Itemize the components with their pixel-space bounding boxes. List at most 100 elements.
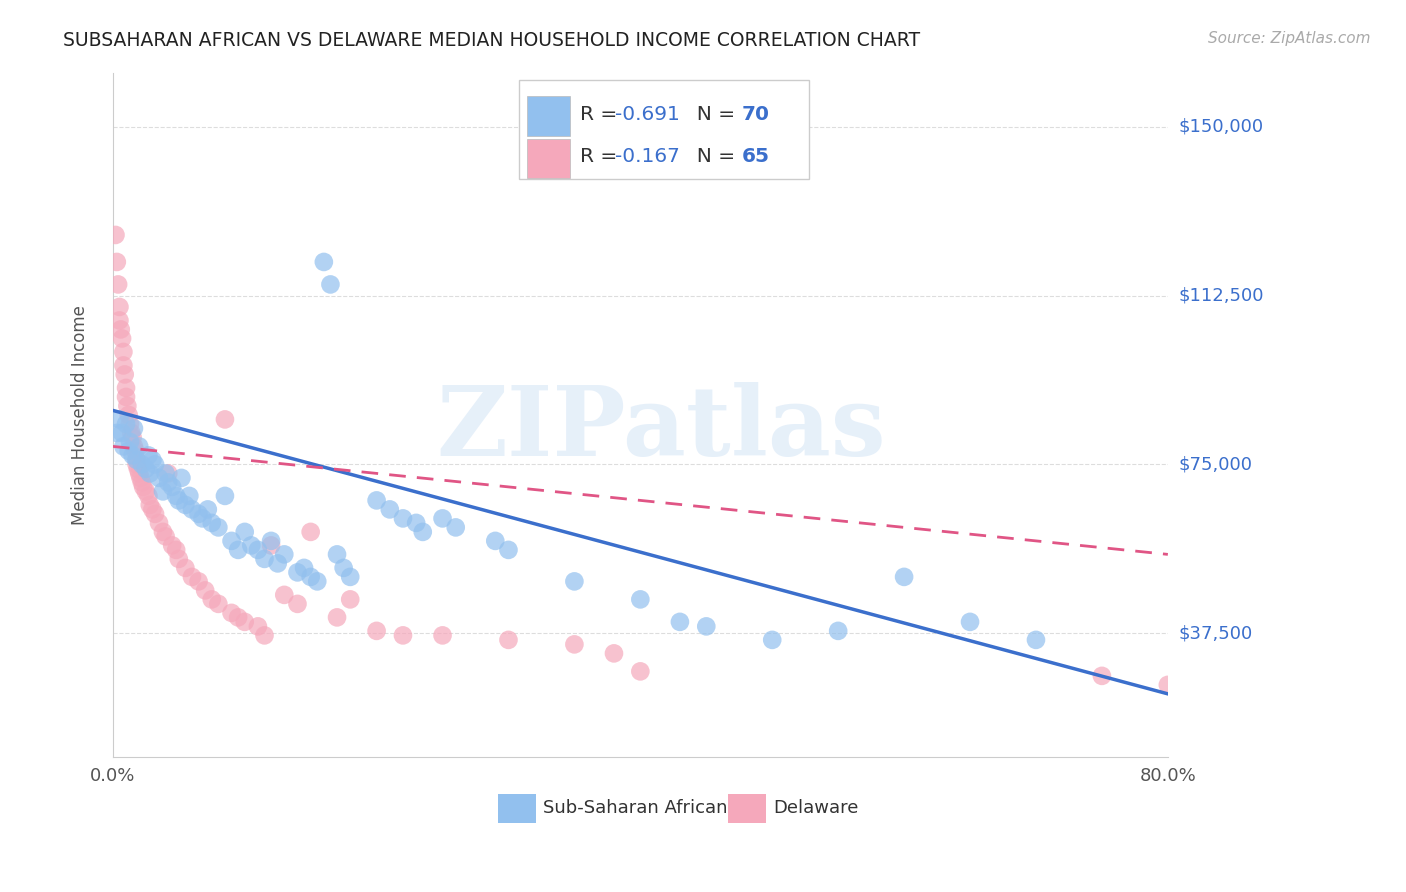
Point <box>287 597 309 611</box>
Text: N =: N = <box>683 147 741 166</box>
Point <box>366 493 388 508</box>
Point <box>366 624 388 638</box>
Point <box>135 462 157 476</box>
Point <box>112 439 135 453</box>
Point <box>108 300 131 314</box>
Point <box>115 390 138 404</box>
Point <box>307 574 329 589</box>
Point <box>628 665 651 679</box>
Point <box>564 574 586 589</box>
Point <box>603 646 626 660</box>
Text: -0.167: -0.167 <box>614 147 681 166</box>
Point <box>207 597 229 611</box>
Point <box>122 421 145 435</box>
Point <box>299 570 322 584</box>
Point <box>392 628 415 642</box>
Point <box>181 502 204 516</box>
Text: Delaware: Delaware <box>773 799 859 817</box>
Point <box>432 628 454 642</box>
Point <box>139 498 162 512</box>
Point <box>959 615 981 629</box>
FancyBboxPatch shape <box>498 795 536 823</box>
Point <box>181 570 204 584</box>
Point <box>339 592 361 607</box>
Point <box>207 520 229 534</box>
Text: R =: R = <box>581 147 624 166</box>
Point <box>444 520 467 534</box>
Point <box>498 542 520 557</box>
Text: R =: R = <box>581 104 624 123</box>
Point <box>221 533 243 548</box>
Point <box>121 430 143 444</box>
Point <box>107 277 129 292</box>
Point <box>141 502 163 516</box>
Point <box>214 412 236 426</box>
Point <box>105 425 128 440</box>
Point <box>233 524 256 539</box>
Point <box>893 570 915 584</box>
Point <box>240 538 263 552</box>
Point <box>498 632 520 647</box>
Point <box>187 574 209 589</box>
Point <box>167 493 190 508</box>
Point <box>312 255 335 269</box>
Point <box>115 381 138 395</box>
Point <box>226 610 249 624</box>
Point <box>174 561 197 575</box>
Point <box>157 467 180 481</box>
Point <box>165 542 187 557</box>
Point <box>138 449 160 463</box>
Point <box>114 368 136 382</box>
Point <box>628 592 651 607</box>
Point <box>201 592 224 607</box>
Point <box>152 524 174 539</box>
Point <box>125 453 148 467</box>
Point <box>131 458 153 472</box>
Point <box>326 548 349 562</box>
Point <box>135 484 157 499</box>
Point <box>695 619 717 633</box>
Point <box>143 458 166 472</box>
Point <box>131 475 153 490</box>
Point <box>128 467 150 481</box>
Point <box>484 533 506 548</box>
Point <box>108 412 131 426</box>
Text: Sub-Saharan Africans: Sub-Saharan Africans <box>543 799 737 817</box>
Point <box>221 606 243 620</box>
Point <box>129 471 152 485</box>
Point <box>319 277 342 292</box>
Point <box>160 480 183 494</box>
Text: $37,500: $37,500 <box>1180 624 1253 642</box>
Point <box>167 552 190 566</box>
Point <box>141 453 163 467</box>
Text: Source: ZipAtlas.com: Source: ZipAtlas.com <box>1208 31 1371 46</box>
Point <box>179 489 201 503</box>
FancyBboxPatch shape <box>527 138 569 178</box>
Y-axis label: Median Household Income: Median Household Income <box>72 305 89 524</box>
Point <box>226 542 249 557</box>
Text: N =: N = <box>683 104 741 123</box>
Point <box>125 458 148 472</box>
Point <box>170 471 193 485</box>
Point <box>108 313 131 327</box>
Point <box>405 516 427 530</box>
Point <box>117 399 139 413</box>
Point <box>105 255 128 269</box>
Point <box>669 615 692 629</box>
Point <box>378 502 401 516</box>
Point <box>148 516 170 530</box>
Point <box>120 425 142 440</box>
Point <box>155 467 177 481</box>
Point <box>299 524 322 539</box>
FancyBboxPatch shape <box>527 96 569 136</box>
Point <box>260 533 283 548</box>
Point <box>761 632 783 647</box>
Point <box>124 444 146 458</box>
Point <box>104 227 127 242</box>
Point <box>827 624 849 638</box>
Point <box>115 417 138 431</box>
Text: -0.691: -0.691 <box>614 104 681 123</box>
Point <box>139 467 162 481</box>
Point <box>191 511 214 525</box>
Text: $150,000: $150,000 <box>1180 118 1264 136</box>
